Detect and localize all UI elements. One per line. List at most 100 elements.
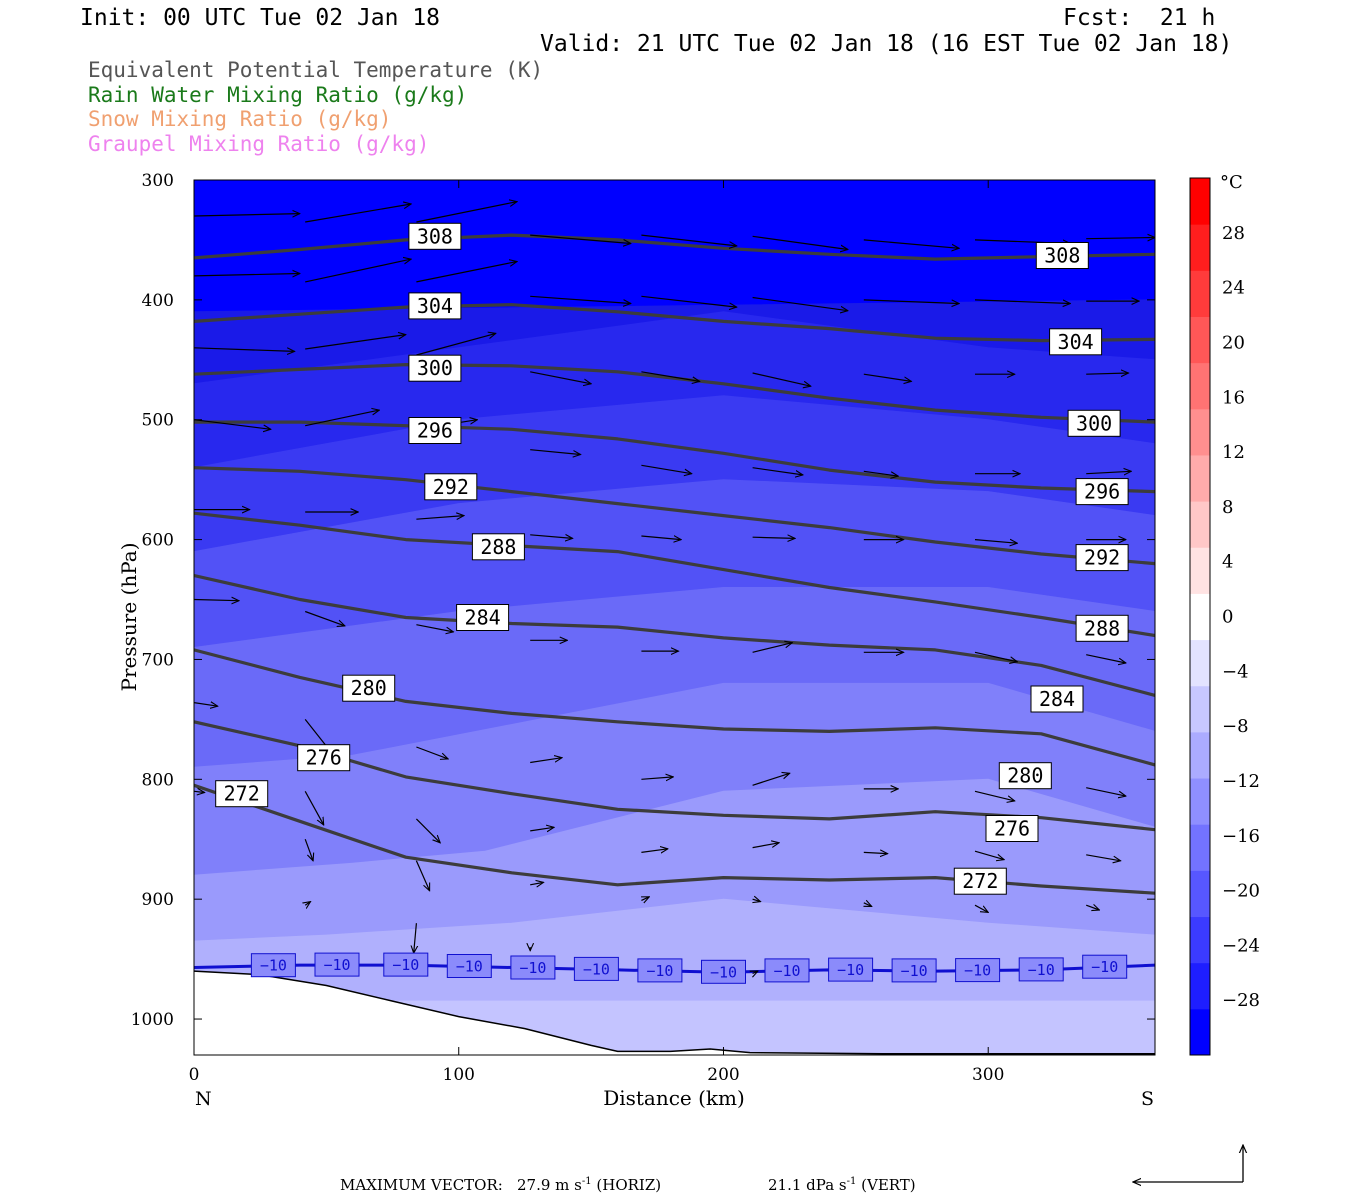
theta-e-label-box [342,674,396,702]
wind-vector [194,600,239,601]
wind-vectors [194,202,1155,976]
theta-e-label: 284 [465,606,501,630]
theta-e-contour-300 [194,363,1155,424]
colorbar-tick-label: 8 [1222,497,1233,518]
isotherm-label: −10 [392,956,419,974]
wind-vector [1086,787,1126,796]
theta-e-label-box [998,762,1052,790]
theta-e-contour-304 [194,303,1155,343]
colorbar-tick-label: −16 [1222,826,1260,847]
y-tick-label: 700 [142,650,174,670]
colorbar-tick-label: −24 [1222,935,1260,956]
colorbar-segment [1190,1008,1210,1056]
isotherm-label-box [250,953,296,978]
wind-vector [641,295,736,307]
isotherm-label-box [891,958,937,983]
colorbar-tick-label: 12 [1222,442,1245,463]
isotherm-label-box [955,958,1001,983]
wind-vector [753,899,761,901]
wind-vector [641,464,691,473]
y-axis-label: Pressure (hPa) [117,543,141,692]
colorbar-segment [1190,593,1210,641]
theta-e-label: 284 [1039,687,1075,711]
theta-e-label: 280 [1007,764,1043,788]
colorbar-segment [1190,408,1210,456]
theta-e-label-box [1049,328,1103,356]
theta-e-label-box [408,354,462,382]
wind-vector [305,410,379,427]
theta-e-label-box [471,533,525,561]
init-time: Init: 00 UTC Tue 02 Jan 18 [80,5,441,31]
colorbar-tick-label: −4 [1222,661,1249,682]
wind-vector [304,838,313,861]
wind-vector [530,882,543,884]
colorbar-segment [1190,270,1210,317]
wind-vector [530,827,554,831]
isotherm-label: −10 [583,960,610,978]
wind-vector [752,296,848,311]
theta-e-label: 276 [994,817,1030,841]
wind-vector [416,202,517,223]
wind-vector [194,703,218,707]
colorbar-segment [1190,454,1210,502]
wind-vector [194,347,295,352]
theta-e-label-box [985,815,1039,842]
wind-vector [414,923,417,953]
wind-vector [530,371,591,384]
theta-e-label: 288 [1084,616,1120,640]
wind-vector [416,624,453,632]
legend-theta-e: Equivalent Potential Temperature (K) [88,58,544,82]
wind-vector [1085,905,1099,910]
wind-vector [974,850,1004,859]
wind-vector [1086,471,1131,473]
theta-e-label-box [1075,478,1129,506]
reference-vector-icon [1133,1145,1243,1182]
wind-vector [641,234,736,246]
isotherm-label: −10 [456,958,483,976]
theta-e-contour-284 [194,573,1155,697]
wind-vector [641,536,681,540]
legend-rain-water: Rain Water Mixing Ratio (g/kg) [88,83,468,107]
theta-e-label: 304 [1058,330,1094,354]
wind-vector [974,651,1017,662]
colorbar-tick-label: −12 [1222,771,1260,792]
wind-vector [194,791,205,792]
isotherm-label-box [383,952,429,977]
wind-vector [641,897,649,901]
isotherm-label-box [701,959,746,984]
theta-e-label: 308 [1044,244,1080,268]
theta-e-label-box [408,292,462,320]
colorbar-segment [1190,501,1210,548]
wind-vector [416,746,448,759]
isotherm-label-box [573,956,619,981]
isotherm-label: −10 [646,962,673,980]
theta-e-label: 296 [417,419,453,443]
wind-vector [304,791,324,825]
colorbar-unit: °C [1220,172,1243,193]
colorbar: 28 24 20 16 12 8 4 0 −4 −8 −12 −16 −20 −24 −28 [1189,177,1260,1056]
north-end-label: N [195,1088,212,1110]
colorbar-tick-label: 24 [1222,278,1245,299]
y-tick-label: 1000 [131,1010,174,1030]
contour-labels: 308 308 304 304 300 300 296 296 292 292 288 288 284 2… [215,222,1129,984]
colorbar-segment [1190,316,1210,364]
colorbar-segment [1190,224,1210,271]
isotherm-label-box [828,957,874,982]
y-tick-label: 300 [142,171,174,191]
wind-vector [304,610,345,626]
theta-e-label: 276 [306,746,342,770]
wind-vector [864,903,872,907]
isotherm-label: −10 [710,963,737,981]
wind-vector [305,204,411,223]
wind-vector [752,773,790,786]
plot-frame [193,179,1156,1056]
wind-vector [974,904,988,912]
wind-vector [974,299,1070,304]
colorbar-tick-label: −28 [1222,990,1260,1011]
wind-vector [753,971,758,973]
wind-vector [752,467,803,475]
terrain-fill [194,971,1155,1055]
wind-vector [1086,854,1120,861]
legend-graupel: Graupel Mixing Ratio (g/kg) [88,132,430,156]
